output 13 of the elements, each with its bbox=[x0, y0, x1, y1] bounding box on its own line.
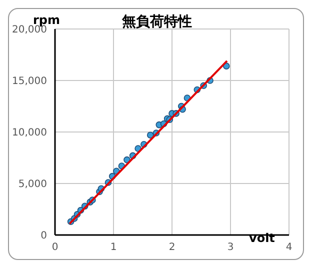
y-tick-label: 10,000 bbox=[12, 128, 47, 139]
x-tick-label: 1 bbox=[110, 242, 117, 254]
x-tick-label: 3 bbox=[227, 242, 234, 254]
y-axis-title: rpm bbox=[33, 13, 60, 27]
y-tick-label: 0 bbox=[40, 230, 47, 242]
x-tick-label: 4 bbox=[286, 242, 292, 254]
chart-title: 無負荷特性 bbox=[122, 14, 192, 30]
y-tick-label: 5,000 bbox=[18, 179, 47, 190]
x-axis-title: volt bbox=[249, 231, 275, 245]
x-tick-label: 0 bbox=[52, 242, 58, 254]
y-tick-label: 15,000 bbox=[12, 76, 47, 88]
x-tick-label: 2 bbox=[168, 242, 176, 254]
y-tick-label: 20,000 bbox=[12, 24, 47, 36]
